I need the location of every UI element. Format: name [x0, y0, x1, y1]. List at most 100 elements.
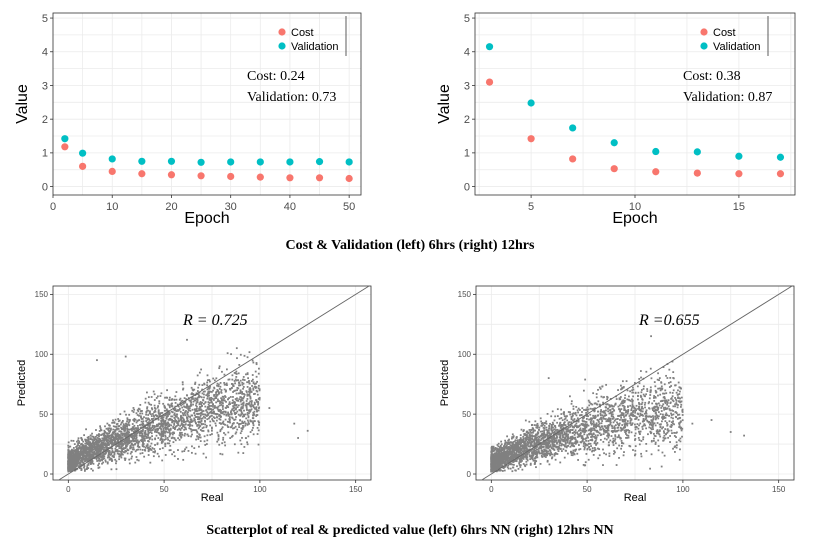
scatter-point — [239, 432, 242, 435]
plot-frame — [475, 285, 795, 481]
scatter-point — [168, 411, 171, 414]
scatter-point — [258, 389, 261, 392]
scatter-point — [202, 452, 205, 455]
scatter-point — [91, 438, 94, 441]
scatter-point — [250, 391, 253, 393]
scatter-point — [147, 454, 150, 456]
scatter-point — [190, 451, 193, 454]
scatter-point — [85, 450, 88, 453]
scatter-point — [206, 434, 209, 437]
scatter-point — [255, 414, 258, 416]
scatter-point — [191, 424, 194, 427]
scatter-point — [108, 458, 111, 461]
data-point — [108, 167, 116, 176]
scatter-point — [499, 466, 502, 469]
scatter-point — [151, 429, 153, 432]
scatter-point — [149, 411, 151, 414]
scatter-point — [585, 411, 588, 414]
scatter-point — [150, 432, 153, 435]
scatter-point — [236, 406, 239, 409]
scatter-point — [73, 469, 76, 472]
scatter-point — [219, 408, 221, 411]
scatter-point — [559, 426, 562, 429]
scatter-point — [593, 402, 596, 405]
scatter-point — [232, 396, 234, 398]
scatter-point — [132, 426, 135, 429]
scatter-point — [550, 415, 553, 418]
scatter-point — [672, 389, 675, 392]
scatter-point — [650, 419, 653, 422]
scatter-point — [135, 441, 138, 444]
scatter-point — [126, 452, 129, 455]
scatter-point — [625, 414, 628, 416]
scatter-point — [536, 451, 539, 454]
scatter-point — [174, 418, 177, 421]
scatter-point — [659, 387, 662, 390]
scatter-point — [74, 453, 77, 456]
scatter-point — [162, 420, 165, 423]
scatter-point — [242, 424, 244, 427]
scatter-point — [71, 467, 73, 470]
scatter-point — [74, 468, 76, 470]
scatter-point — [601, 420, 604, 422]
scatter-point — [120, 451, 123, 454]
scatter-point — [191, 429, 194, 431]
scatter-point — [625, 411, 627, 414]
scatter-point — [150, 413, 152, 416]
scatter-point — [494, 455, 496, 458]
scatter-point — [136, 409, 139, 412]
scatter-point — [619, 426, 622, 429]
scatter-point — [170, 410, 173, 413]
scatter-point — [158, 415, 161, 418]
scatter-point — [175, 398, 178, 401]
scatter-point — [218, 404, 221, 407]
data-point — [61, 143, 69, 151]
scatter-point — [194, 420, 197, 423]
scatter-point — [257, 387, 260, 390]
scatter-point — [202, 426, 205, 429]
scatter-point — [93, 453, 96, 456]
scatter-point — [654, 443, 657, 445]
scatter-point — [209, 424, 212, 427]
scatter-point — [255, 386, 258, 388]
scatter-point — [197, 393, 200, 396]
scatter-point — [71, 450, 74, 453]
data-point — [569, 155, 577, 163]
scatter-point — [215, 393, 217, 396]
scatter-point — [206, 418, 209, 421]
scatter-point — [164, 419, 167, 422]
scatter-point — [67, 459, 70, 461]
scatter-point — [113, 421, 116, 424]
scatter-point — [567, 444, 570, 447]
scatter-point — [230, 386, 233, 389]
scatter-point — [95, 438, 98, 441]
scatter-point — [69, 464, 72, 467]
scatter-point — [627, 434, 630, 437]
scatter-point — [105, 445, 107, 448]
scatter-point — [147, 401, 150, 404]
scatter-point — [598, 454, 601, 457]
scatter-point — [522, 430, 525, 433]
scatter-point — [115, 449, 118, 451]
scatter-point — [135, 456, 138, 458]
scatter-point — [136, 414, 139, 416]
scatter-point — [82, 447, 85, 450]
scatter-point — [516, 465, 518, 468]
scatter-point — [579, 424, 581, 427]
scatter-point — [204, 423, 207, 426]
scatter-point — [248, 392, 251, 394]
identity-line — [58, 285, 370, 481]
scatter-point — [143, 445, 145, 448]
scatter-point — [196, 405, 198, 408]
scatter-point — [177, 458, 179, 460]
scatter-point — [248, 409, 251, 411]
scatter-point — [568, 441, 571, 444]
scatter-point — [71, 462, 74, 465]
scatter-point — [140, 416, 143, 419]
scatter-point — [257, 403, 259, 406]
scatter-point — [226, 405, 228, 407]
scatter-point — [211, 414, 213, 417]
scatter-point — [223, 399, 226, 402]
scatter-point — [160, 431, 163, 434]
scatter-point — [178, 434, 181, 437]
